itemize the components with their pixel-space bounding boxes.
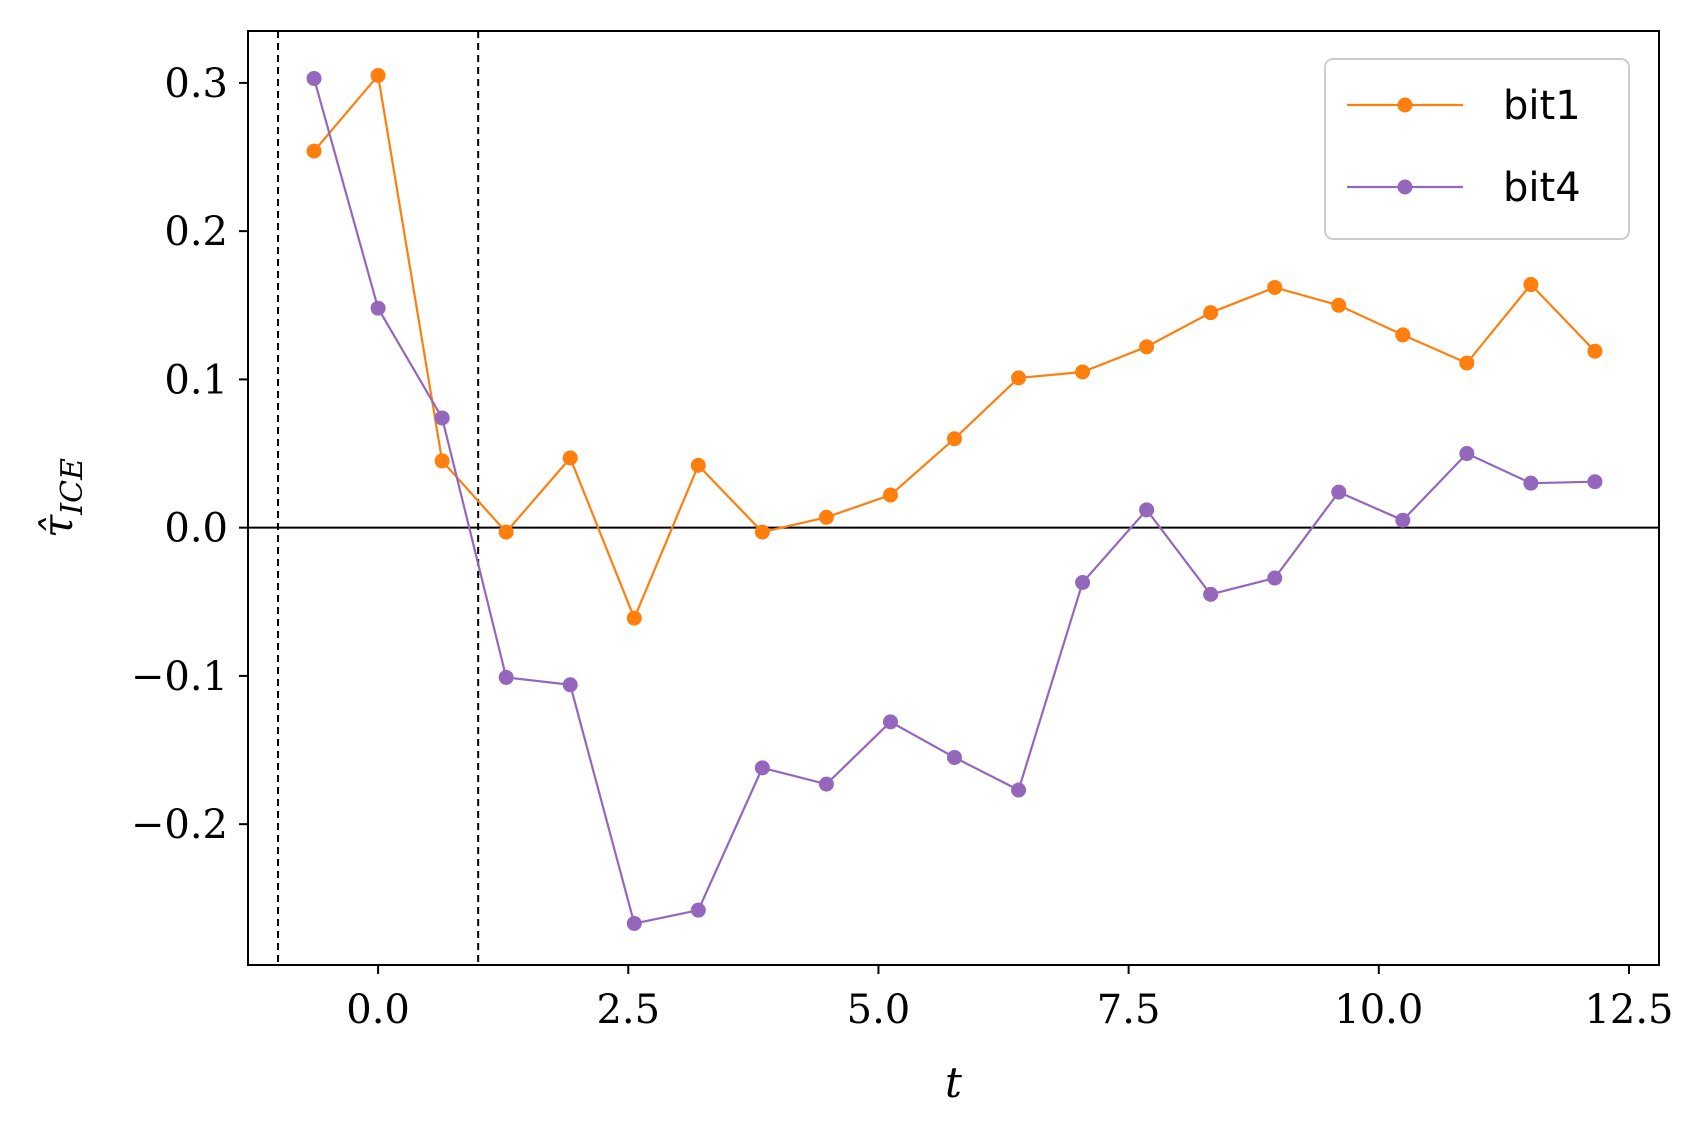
x-tick-label: 0.0: [346, 987, 410, 1033]
data-point: [306, 70, 322, 86]
reference-lines: [248, 31, 1659, 965]
data-point: [498, 669, 514, 685]
data-point: [626, 915, 642, 931]
data-point: [1075, 575, 1091, 591]
x-tick-label: 2.5: [596, 987, 660, 1033]
plot-frame: [247, 30, 1660, 966]
data-point: [370, 300, 386, 316]
y-tick-label: 0.3: [164, 61, 228, 107]
legend-label: bit1: [1503, 83, 1581, 129]
data-point: [1395, 512, 1411, 528]
legend-item: bit1: [1347, 83, 1581, 129]
x-tick-label: 7.5: [1097, 987, 1161, 1033]
x-tick-label: 10.0: [1334, 987, 1423, 1033]
x-axis-label: t: [945, 1058, 962, 1107]
legend-marker: [1397, 97, 1413, 113]
data-point: [370, 67, 386, 83]
data-point: [1011, 370, 1027, 386]
data-point: [1331, 484, 1347, 500]
y-tick-label: −0.1: [131, 654, 228, 700]
data-point: [1587, 474, 1603, 490]
data-point: [1459, 355, 1475, 371]
data-point: [562, 450, 578, 466]
series-bit1: [306, 67, 1603, 626]
x-tick-label: 5.0: [847, 987, 911, 1033]
data-point: [882, 487, 898, 503]
data-point: [1523, 475, 1539, 491]
data-point: [818, 509, 834, 525]
data-point: [1203, 586, 1219, 602]
data-point: [1459, 446, 1475, 462]
data-point: [1203, 305, 1219, 321]
y-axis-label-symbol: τ̂: [33, 514, 82, 538]
y-axis-label-subscript: ICE: [55, 458, 90, 516]
data-point: [947, 431, 963, 447]
data-point: [434, 410, 450, 426]
y-tick-label: 0.1: [164, 357, 228, 403]
data-point: [1587, 343, 1603, 359]
y-tick-label: 0.0: [164, 506, 228, 552]
data-point: [690, 457, 706, 473]
legend-box: [1324, 58, 1630, 240]
x-tick-label: 12.5: [1584, 987, 1673, 1033]
data-point: [1139, 339, 1155, 355]
y-axis-label: τ̂ICE: [33, 458, 90, 538]
data-point: [626, 610, 642, 626]
data-point: [690, 902, 706, 918]
data-point: [947, 749, 963, 765]
data-point: [434, 453, 450, 469]
y-tick-label: −0.2: [131, 802, 228, 848]
data-point: [754, 524, 770, 540]
legend-marker: [1397, 179, 1413, 195]
series-bit4: [306, 70, 1603, 931]
data-point: [754, 760, 770, 776]
data-point: [1267, 570, 1283, 586]
data-point: [1267, 279, 1283, 295]
data-point: [818, 776, 834, 792]
series-layer: [306, 67, 1603, 931]
legend-label: bit4: [1503, 165, 1581, 211]
data-point: [562, 677, 578, 693]
data-point: [1139, 502, 1155, 518]
data-point: [1331, 297, 1347, 313]
data-point: [1075, 364, 1091, 380]
y-tick-label: 0.2: [164, 209, 228, 255]
x-axis: 0.0 2.5 5.0 7.5 10.0 12.5: [346, 965, 1674, 1033]
data-point: [882, 714, 898, 730]
data-point: [498, 524, 514, 540]
data-point: [306, 143, 322, 159]
y-axis: −0.2 −0.1 0.0 0.1 0.2 0.3: [131, 61, 248, 848]
legend-item: bit4: [1347, 165, 1581, 211]
data-point: [1523, 277, 1539, 293]
data-point: [1011, 782, 1027, 798]
legend: bit1 bit4: [1324, 58, 1630, 240]
data-point: [1395, 327, 1411, 343]
